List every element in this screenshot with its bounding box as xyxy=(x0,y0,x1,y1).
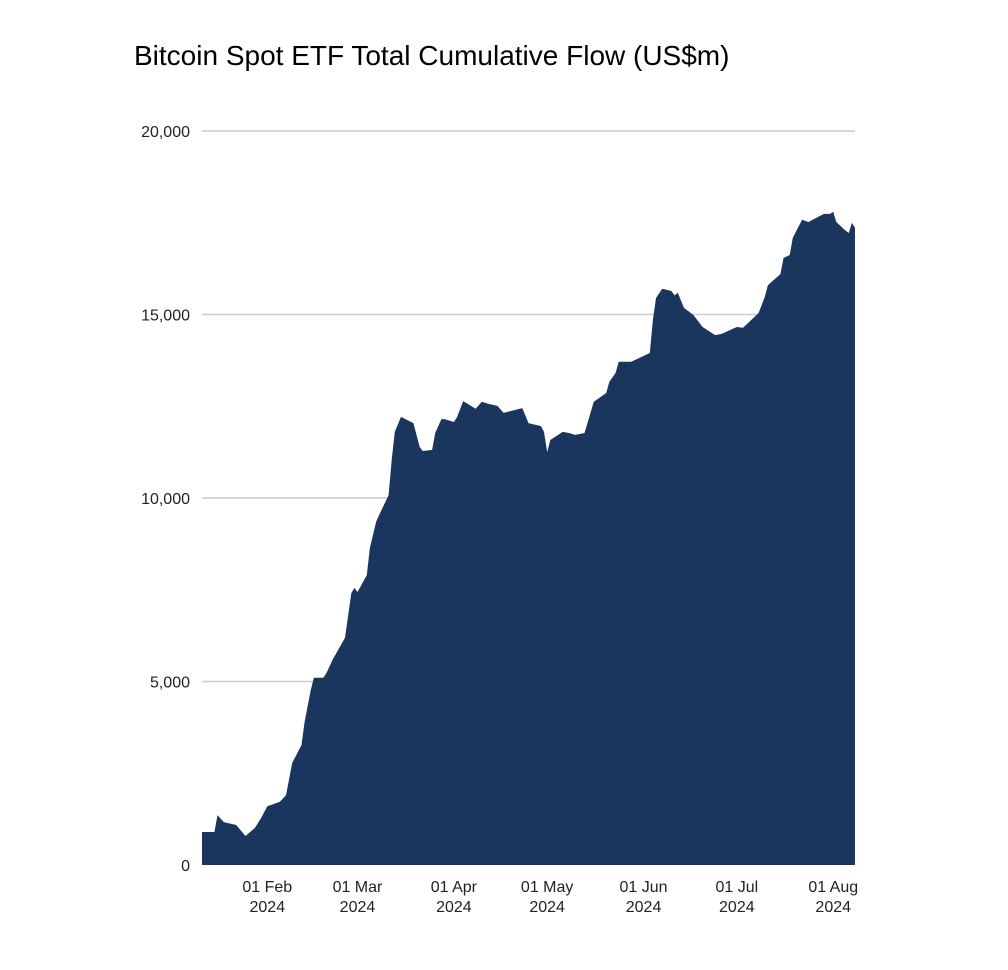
x-tick-year-label: 2024 xyxy=(436,899,472,916)
x-tick-label: 01 May xyxy=(521,879,573,896)
x-tick-label: 01 Jul xyxy=(715,879,758,896)
y-tick-label: 10,000 xyxy=(141,491,190,508)
series-area-fill xyxy=(202,211,855,865)
x-tick-label: 01 Jun xyxy=(620,879,668,896)
x-tick-year-label: 2024 xyxy=(340,899,376,916)
x-tick-year-label: 2024 xyxy=(815,899,851,916)
y-tick-label: 20,000 xyxy=(141,124,190,141)
x-tick-label: 01 Mar xyxy=(333,879,383,896)
chart-title: Bitcoin Spot ETF Total Cumulative Flow (… xyxy=(134,40,730,71)
x-tick-year-label: 2024 xyxy=(250,899,286,916)
series-area xyxy=(202,211,855,865)
x-axis: 01 Feb 2024 01 Mar 2024 01 Apr 2024 01 May 2024… xyxy=(242,879,858,916)
x-tick-year-label: 2024 xyxy=(529,899,565,916)
y-tick-label: 5,000 xyxy=(150,675,190,692)
y-tick-label: 0 xyxy=(181,858,190,875)
x-tick-year-label: 2024 xyxy=(719,899,755,916)
x-tick-label: 01 Apr xyxy=(431,879,478,896)
x-tick-label: 01 Aug xyxy=(808,879,858,896)
x-tick-year-label: 2024 xyxy=(626,899,662,916)
y-axis: 0 5,000 10,000 15,000 20,000 xyxy=(141,124,190,875)
y-tick-label: 15,000 xyxy=(141,308,190,325)
x-tick-label: 01 Feb xyxy=(242,879,292,896)
